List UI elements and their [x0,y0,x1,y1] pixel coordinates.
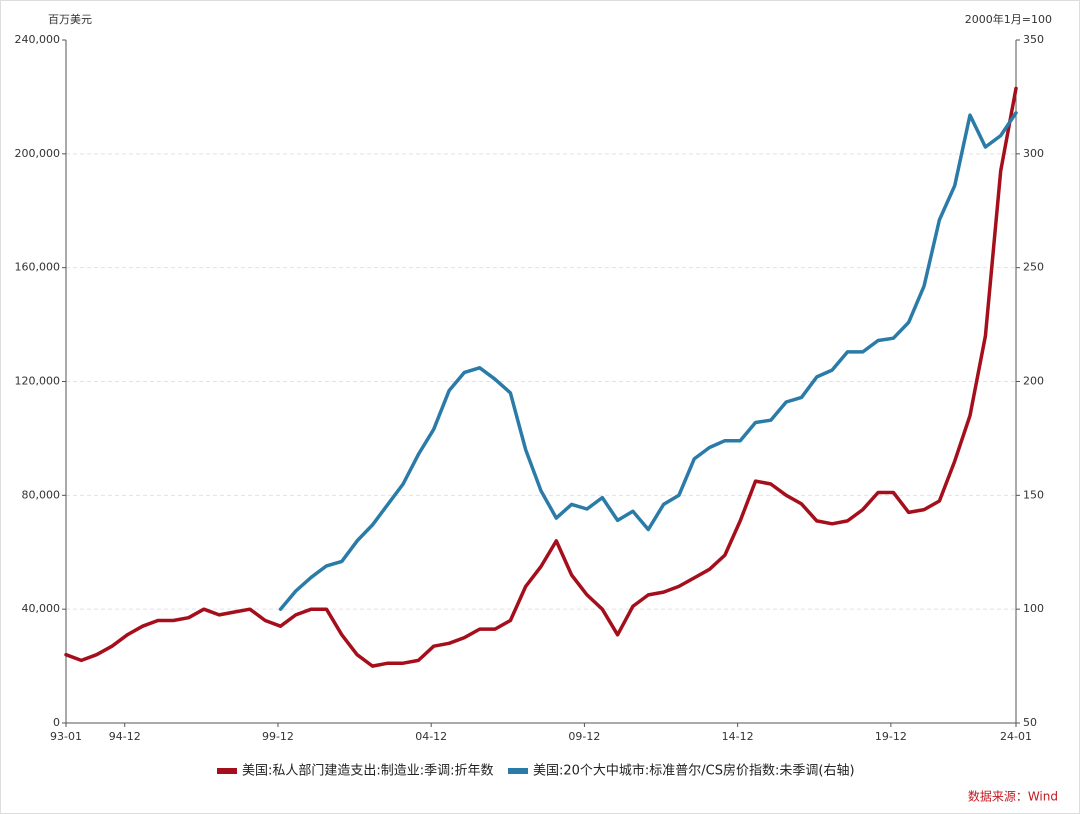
x-tick-label: 94-12 [109,730,141,743]
y-tick-label: 0 [53,716,60,729]
y2-tick-label: 150 [1023,488,1044,501]
y2-tick-label: 200 [1023,375,1044,388]
y2-tick-label: 350 [1023,33,1044,46]
x-tick-label: 99-12 [262,730,294,743]
y-tick-label: 120,000 [15,375,61,388]
y-tick-label: 80,000 [22,488,61,501]
x-tick-label: 24-01 [1000,730,1032,743]
x-tick-label: 93-01 [50,730,82,743]
y-tick-label: 160,000 [15,261,61,274]
series-line [278,111,1018,611]
legend-swatch [508,768,528,774]
y-tick-label: 40,000 [22,602,61,615]
source: 数据来源：Wind [968,789,1058,804]
legend-label: 美国:20个大中城市:标准普尔/CS房价指数:未季调(右轴) [533,763,855,779]
legend-swatch [217,768,237,774]
x-tick-label: 09-12 [568,730,600,743]
y2-tick-label: 50 [1023,716,1037,729]
y-tick-label: 200,000 [15,147,61,160]
legend-label: 美国:私人部门建造支出:制造业:季调:折年数 [242,764,494,779]
y2-tick-label: 300 [1023,147,1044,160]
y-unit-label: 百万美元 [48,13,92,26]
y-tick-label: 240,000 [15,33,61,46]
x-tick-label: 19-12 [875,730,907,743]
x-tick-label: 14-12 [722,730,754,743]
x-tick-label: 04-12 [415,730,447,743]
y2-tick-label: 100 [1023,602,1044,615]
y2-unit-label: 2000年1月=100 [965,12,1052,26]
series-line [64,86,1018,668]
y2-tick-label: 250 [1023,261,1044,274]
